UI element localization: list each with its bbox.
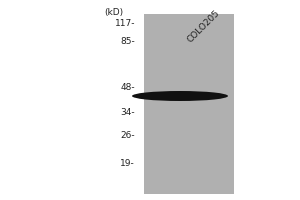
Text: (kD): (kD) <box>104 8 124 17</box>
Bar <box>144 14 234 194</box>
Text: 34-: 34- <box>120 108 135 116</box>
Text: 85-: 85- <box>120 38 135 46</box>
Text: 26-: 26- <box>120 132 135 140</box>
Text: 117-: 117- <box>115 20 135 28</box>
Text: 48-: 48- <box>120 84 135 92</box>
Text: 19-: 19- <box>120 160 135 168</box>
Ellipse shape <box>132 91 228 101</box>
Text: COLO205: COLO205 <box>186 8 222 44</box>
